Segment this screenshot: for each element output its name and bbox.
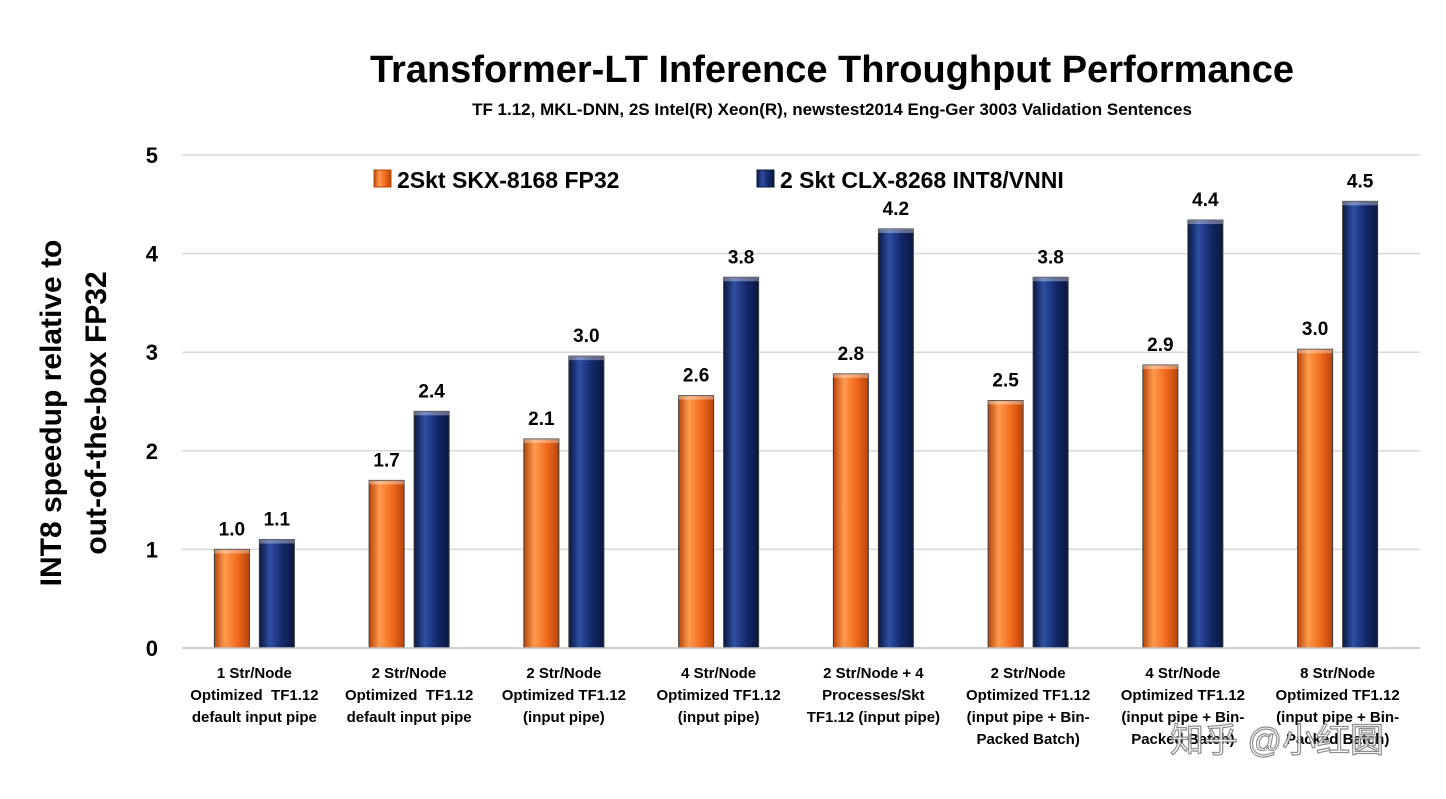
x-tick-label: (input pipe + Bin- <box>1276 709 1399 726</box>
bar <box>368 479 405 649</box>
bar <box>1297 348 1334 649</box>
x-tick-label: default input pipe <box>347 709 472 726</box>
bar <box>1342 200 1379 649</box>
chart-subtitle: TF 1.12, MKL-DNN, 2S Intel(R) Xeon(R), n… <box>472 100 1192 119</box>
watermark-text: 知乎 @小红圆 <box>1170 722 1384 760</box>
x-tick-label: 2 Str/Node <box>991 665 1066 682</box>
bar <box>1142 364 1179 649</box>
bar-top-highlight <box>1187 220 1223 225</box>
x-tick-label: (input pipe + Bin- <box>1121 709 1244 726</box>
x-tick-label: 4 Str/Node <box>681 665 756 682</box>
y-axis-label-line-2: out-of-the-box FP32 <box>80 271 113 554</box>
x-tick-label: (input pipe + Bin- <box>967 709 1090 726</box>
bar <box>987 400 1024 649</box>
legend-label: 2 Skt CLX-8268 INT8/VNNI <box>780 167 1064 193</box>
bar-top-highlight <box>723 277 759 282</box>
x-tick-label: Optimized TF1.12 <box>190 687 318 704</box>
bar-top-highlight <box>833 373 869 378</box>
legend: 2Skt SKX-8168 FP32 2 Skt CLX-8268 INT8/VN… <box>373 167 1064 193</box>
data-label: 4.5 <box>1347 171 1374 192</box>
bar <box>1032 276 1069 649</box>
bar-top-highlight <box>988 400 1024 405</box>
bar-top-highlight <box>1342 201 1378 206</box>
x-tick-label: Packed Batch) <box>976 731 1079 748</box>
bars <box>213 200 1379 649</box>
data-label: 2.8 <box>838 344 864 365</box>
y-tick-label: 1 <box>146 537 158 562</box>
x-tick-label: Packed Batch) <box>1131 731 1234 748</box>
data-label: 2.9 <box>1147 335 1173 356</box>
x-tick-label: Packed Batch) <box>1286 731 1389 748</box>
data-label: 2.5 <box>992 371 1019 392</box>
x-tick-label: 4 Str/Node <box>1145 665 1220 682</box>
bar-top-highlight <box>1297 349 1333 354</box>
data-label: 2.6 <box>683 366 709 387</box>
bar-top-highlight <box>259 539 295 544</box>
x-tick-label: 8 Str/Node <box>1300 665 1375 682</box>
x-tick-label: Optimized TF1.12 <box>345 687 473 704</box>
x-axis-categories: 1 Str/Node Optimized TF1.12 default input … <box>190 665 1400 748</box>
bar <box>523 438 560 649</box>
grid-lines <box>182 154 1420 551</box>
x-tick-label: (input pipe) <box>523 709 605 726</box>
x-tick-label: Optimized TF1.12 <box>657 687 781 704</box>
chart-title: Transformer-LT Inference Throughput Perf… <box>370 49 1294 91</box>
x-tick-label: Processes/Skt <box>822 687 925 704</box>
data-label: 1.7 <box>373 450 399 471</box>
x-tick-label: Optimized TF1.12 <box>502 687 626 704</box>
data-label: 3.0 <box>1302 319 1328 340</box>
legend-label: 2Skt SKX-8168 FP32 <box>397 167 619 193</box>
data-label: 3.8 <box>1037 247 1063 268</box>
bar <box>213 548 250 649</box>
x-tick-label: 2 Str/Node <box>372 665 447 682</box>
bar <box>568 355 605 649</box>
x-tick-label: default input pipe <box>192 709 317 726</box>
x-tick-label: Optimized TF1.12 <box>966 687 1090 704</box>
y-tick-label: 3 <box>146 340 158 365</box>
data-labels: 1.0 1.1 1.7 2.4 2.1 3.0 2.6 3.8 2.8 4.2 2.5 3.8 2.9 4… <box>219 171 1374 540</box>
data-label: 3.8 <box>728 247 754 268</box>
data-label: 2.4 <box>418 381 445 402</box>
legend-swatch <box>756 169 775 188</box>
data-label: 3.0 <box>573 326 599 347</box>
x-tick-label: 2 Str/Node <box>526 665 601 682</box>
bar-top-highlight <box>1033 277 1069 282</box>
bar-top-highlight <box>369 480 405 485</box>
y-tick-label: 0 <box>146 636 158 661</box>
bar <box>258 539 295 649</box>
x-tick-label: 1 Str/Node <box>217 665 292 682</box>
bar <box>832 373 869 649</box>
x-tick-label: TF1.12 (input pipe) <box>807 709 940 726</box>
y-axis-ticks: 0 1 2 3 4 5 <box>146 143 159 661</box>
y-axis-label-line-1: INT8 speedup relative to <box>35 240 68 587</box>
bar-top-highlight <box>678 395 714 400</box>
bar-top-highlight <box>878 228 914 233</box>
bar-top-highlight <box>568 356 604 361</box>
data-label: 2.1 <box>528 409 555 430</box>
bar <box>413 410 450 649</box>
bar-top-highlight <box>523 438 559 443</box>
y-tick-label: 4 <box>146 242 159 267</box>
x-tick-label: Optimized TF1.12 <box>1121 687 1245 704</box>
x-tick-label: 2 Str/Node + 4 <box>823 665 924 682</box>
y-tick-label: 5 <box>146 143 158 168</box>
bar <box>1187 219 1224 649</box>
data-label: 1.1 <box>264 510 291 531</box>
legend-swatch <box>373 169 392 188</box>
x-tick-label: Optimized TF1.12 <box>1276 687 1400 704</box>
bar-top-highlight <box>214 549 250 554</box>
bar <box>678 395 715 649</box>
data-label: 1.0 <box>219 519 245 540</box>
bar <box>877 228 914 649</box>
x-tick-label: (input pipe) <box>678 709 760 726</box>
bar-top-highlight <box>1142 365 1178 370</box>
bar-top-highlight <box>414 411 450 416</box>
data-label: 4.4 <box>1192 190 1219 211</box>
bar <box>723 276 760 649</box>
y-tick-label: 2 <box>146 439 158 464</box>
data-label: 4.2 <box>883 199 909 220</box>
